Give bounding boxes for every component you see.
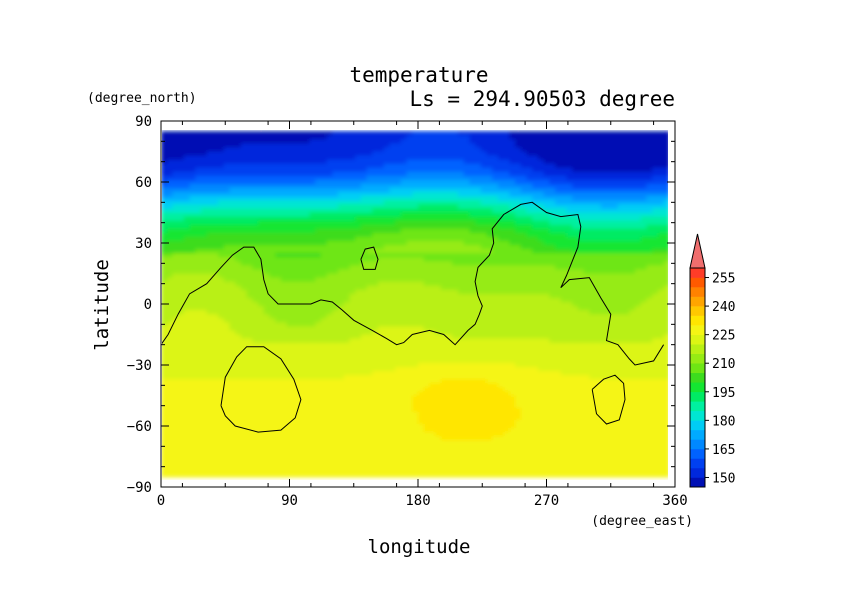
colorbar-band-220: [690, 334, 705, 345]
x-tick-label-180: 180: [405, 493, 430, 509]
x-tick-label-0: 0: [157, 493, 165, 509]
y-tick-label--60: −60: [127, 419, 152, 435]
colorbar-label-255: 255: [712, 272, 735, 287]
x-tick-label-360: 360: [662, 493, 687, 509]
x-axis-label: longitude: [368, 536, 471, 558]
colorbar-band-200: [690, 372, 705, 383]
colorbar-band-215: [690, 344, 705, 354]
colorbar-band-255: [690, 268, 705, 278]
colorbar-label-195: 195: [712, 386, 735, 401]
colorbar-label-180: 180: [712, 414, 735, 429]
y-tick-label-0: 0: [144, 297, 152, 313]
colorbar-band-190: [690, 391, 705, 402]
colorbar-band-225: [690, 325, 705, 335]
colorbar-band-195: [690, 382, 705, 393]
colorbar-label-165: 165: [712, 443, 735, 458]
colorbar-band-160: [690, 448, 705, 459]
contour-line-0: [162, 201, 665, 366]
colorbar-band-250: [690, 277, 705, 288]
colorbar-band-145: [690, 477, 705, 488]
colorbar-band-205: [690, 363, 705, 374]
chart-title: temperature: [349, 63, 488, 87]
y-axis-label: latitude: [91, 259, 113, 351]
y-tick-label-30: 30: [135, 236, 152, 252]
x-units-label: (degree_east): [591, 514, 693, 529]
contour-line-2: [220, 346, 302, 433]
colorbar-band-170: [690, 429, 705, 440]
colorbar-label-240: 240: [712, 300, 735, 315]
colorbar-label-150: 150: [712, 471, 735, 486]
colorbar-extend-arrow: [689, 233, 706, 269]
colorbar-band-210: [690, 353, 705, 364]
colorbar-frame: [689, 267, 706, 488]
temperature-field: [162, 131, 668, 478]
colorbar-band-185: [690, 401, 705, 412]
y-tick-label-60: 60: [135, 175, 152, 191]
contour-lines: [162, 201, 665, 433]
colorbar-band-175: [690, 420, 705, 431]
colorbar-label-225: 225: [712, 329, 735, 344]
contour-line-1: [360, 246, 379, 270]
colorbar-band-150: [690, 467, 705, 478]
colorbar: 150 165 180 195 210 225 240 255: [689, 233, 735, 488]
y-tick-label-90: 90: [135, 114, 152, 130]
colorbar-label-210: 210: [712, 357, 735, 372]
contour-line-3: [591, 374, 626, 425]
chart-subtitle: Ls = 294.90503 degree: [409, 87, 675, 111]
colorbar-band-245: [690, 287, 705, 297]
colorbar-band-155: [690, 458, 705, 469]
y-units-label: (degree_north): [87, 91, 197, 106]
y-tick-label--30: −30: [127, 358, 152, 374]
colorbar-band-240: [690, 296, 705, 307]
axes: 0 90 180 270 360 90 60 30 0 −30 −60 −90: [127, 114, 688, 509]
y-tick-label--90: −90: [127, 480, 152, 496]
colorbar-band-235: [690, 306, 705, 316]
colorbar-band-230: [690, 315, 705, 326]
x-tick-label-90: 90: [281, 493, 298, 509]
x-tick-label-270: 270: [534, 493, 559, 509]
colorbar-band-165: [690, 439, 705, 450]
colorbar-band-180: [690, 410, 705, 421]
